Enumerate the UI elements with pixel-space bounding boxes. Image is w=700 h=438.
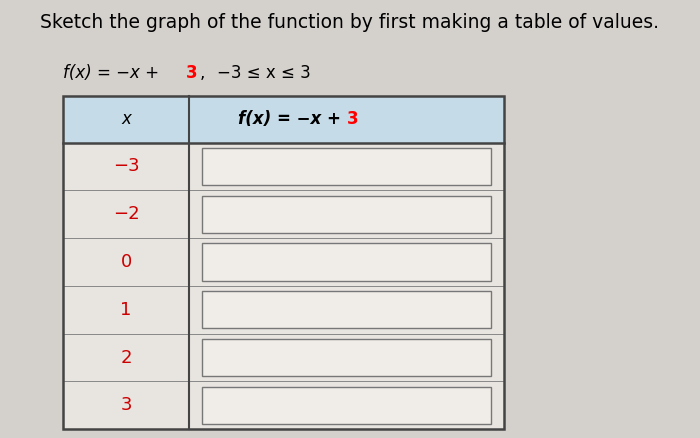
Text: 1: 1 xyxy=(120,301,132,319)
Bar xyxy=(202,291,491,328)
Text: 3: 3 xyxy=(186,64,197,81)
Bar xyxy=(202,244,491,281)
Bar xyxy=(202,196,491,233)
Text: x: x xyxy=(121,110,131,128)
Text: −3 ≤ x ≤ 3: −3 ≤ x ≤ 3 xyxy=(217,64,311,81)
Text: f(x) = −x +: f(x) = −x + xyxy=(63,64,164,81)
Text: 2: 2 xyxy=(120,349,132,367)
Text: Sketch the graph of the function by first making a table of values.: Sketch the graph of the function by firs… xyxy=(41,13,659,32)
Text: f(x) = −x +: f(x) = −x + xyxy=(238,110,346,128)
Bar xyxy=(202,339,491,376)
Bar xyxy=(202,148,491,185)
Text: 0: 0 xyxy=(120,253,132,271)
Text: 3: 3 xyxy=(346,110,358,128)
Bar xyxy=(202,387,491,424)
Text: 3: 3 xyxy=(120,396,132,414)
Text: −2: −2 xyxy=(113,205,139,223)
Text: −3: −3 xyxy=(113,158,139,176)
Text: ,: , xyxy=(199,64,205,81)
